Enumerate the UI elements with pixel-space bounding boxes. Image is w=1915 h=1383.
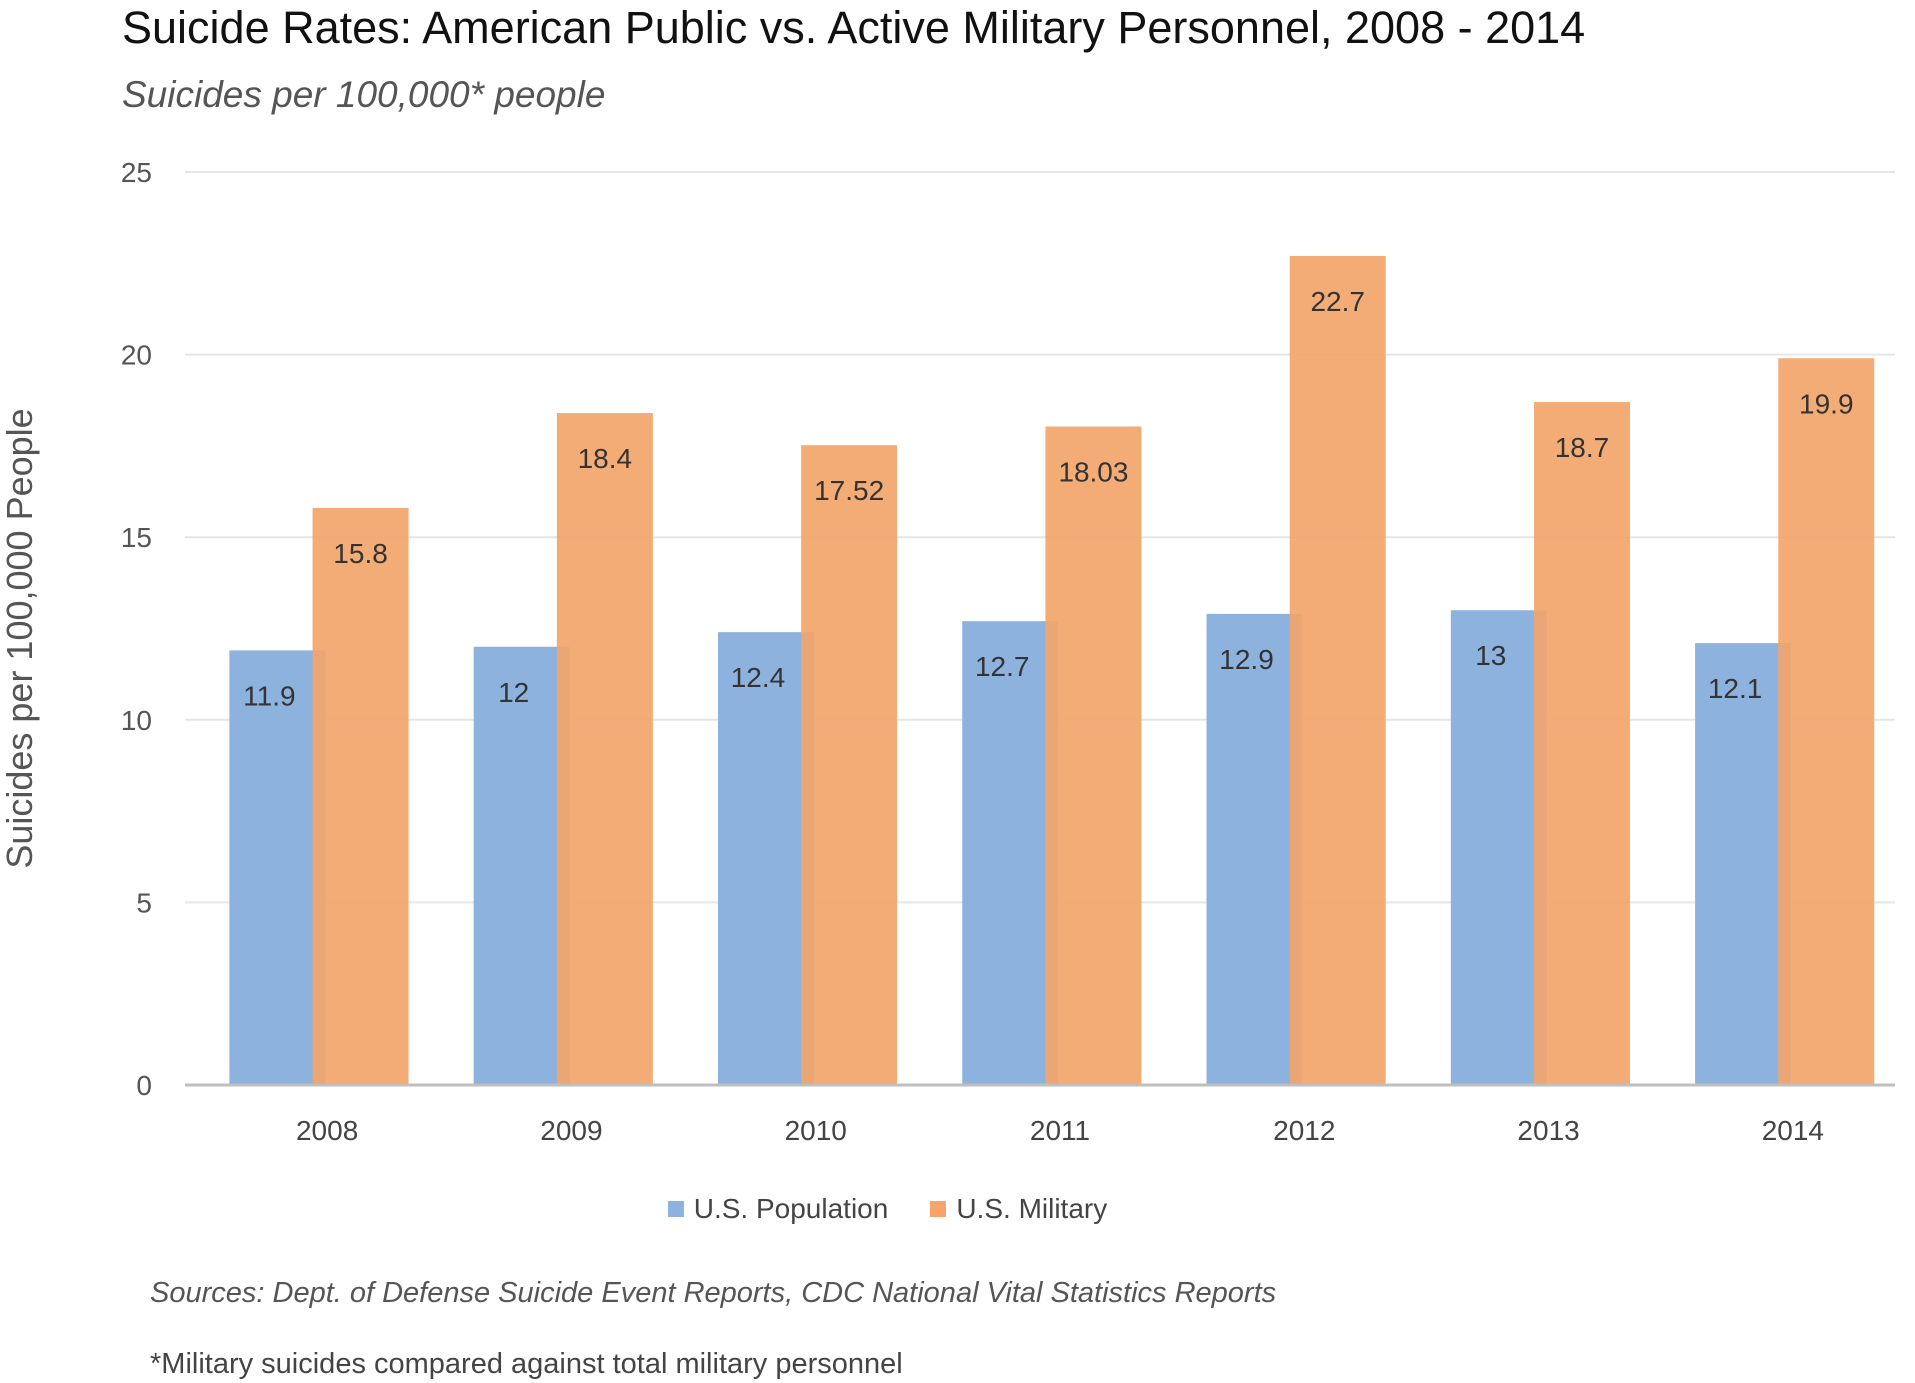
y-axis-label: Suicides per 100,000 People bbox=[0, 408, 40, 868]
data-label-population: 12.9 bbox=[1219, 644, 1274, 675]
bar-military-2008 bbox=[312, 507, 409, 1085]
data-label-population: 12.4 bbox=[731, 662, 786, 693]
chart-title: Suicide Rates: American Public vs. Activ… bbox=[122, 2, 1586, 53]
data-label-military: 18.7 bbox=[1555, 432, 1610, 463]
data-label-military: 17.52 bbox=[814, 475, 884, 506]
y-tick-label: 5 bbox=[136, 887, 152, 918]
data-label-population: 11.9 bbox=[243, 680, 295, 711]
data-label-population: 12 bbox=[498, 677, 529, 708]
bar-military-2011 bbox=[1045, 426, 1142, 1085]
bar-population-2013 bbox=[1450, 610, 1547, 1085]
data-label-population: 12.1 bbox=[1708, 673, 1763, 704]
x-tick-label: 2009 bbox=[540, 1115, 602, 1146]
x-tick-label: 2014 bbox=[1762, 1115, 1824, 1146]
legend-item-military: U.S. Military bbox=[930, 1193, 1107, 1225]
bar-population-2010 bbox=[717, 632, 814, 1085]
bar-population-2011 bbox=[962, 621, 1059, 1085]
data-label-military: 22.7 bbox=[1310, 286, 1365, 317]
legend: U.S. Population U.S. Military bbox=[0, 1193, 1845, 1225]
footnote: *Military suicides compared against tota… bbox=[150, 1348, 903, 1380]
bar-population-2009 bbox=[473, 646, 570, 1085]
data-label-military: 18.03 bbox=[1058, 457, 1128, 488]
bar-military-2010 bbox=[801, 445, 898, 1086]
bar-chart: 0 5 10 15 20 25 Suicides per 100,000 People 11.… bbox=[0, 157, 1895, 1146]
legend-item-population: U.S. Population bbox=[667, 1193, 889, 1225]
x-tick-label: 2011 bbox=[1030, 1115, 1090, 1146]
y-tick-label: 10 bbox=[121, 705, 152, 736]
bar-military-2009 bbox=[556, 413, 653, 1086]
legend-label-military: U.S. Military bbox=[956, 1193, 1108, 1224]
data-label-population: 12.7 bbox=[975, 651, 1030, 682]
data-label-military: 15.8 bbox=[333, 538, 388, 569]
x-tick-label: 2010 bbox=[785, 1115, 847, 1146]
legend-swatch-military bbox=[930, 1201, 947, 1217]
bar-population-2012 bbox=[1206, 613, 1303, 1085]
chart-subtitle: Suicides per 100,000* people bbox=[122, 74, 606, 115]
bar-population-2014 bbox=[1695, 643, 1792, 1085]
data-label-military: 18.4 bbox=[578, 443, 633, 474]
bar-population-2008 bbox=[229, 650, 326, 1085]
legend-label-population: U.S. Population bbox=[693, 1193, 889, 1224]
bar-military-2013 bbox=[1533, 402, 1630, 1085]
y-tick-label: 15 bbox=[121, 522, 152, 553]
x-tick-label: 2013 bbox=[1517, 1115, 1579, 1146]
bar-military-2014 bbox=[1778, 358, 1875, 1085]
x-tick-label: 2008 bbox=[296, 1115, 358, 1146]
legend-swatch-population bbox=[667, 1201, 684, 1217]
y-tick-label: 25 bbox=[121, 157, 152, 188]
sources-note: Sources: Dept. of Defense Suicide Event … bbox=[150, 1277, 1277, 1309]
data-label-population: 13 bbox=[1475, 640, 1506, 671]
y-tick-label: 20 bbox=[121, 340, 152, 371]
x-tick-label: 2012 bbox=[1273, 1115, 1335, 1146]
bar-military-2012 bbox=[1289, 255, 1386, 1086]
data-label-military: 19.9 bbox=[1799, 388, 1854, 419]
y-tick-label: 0 bbox=[136, 1070, 152, 1101]
